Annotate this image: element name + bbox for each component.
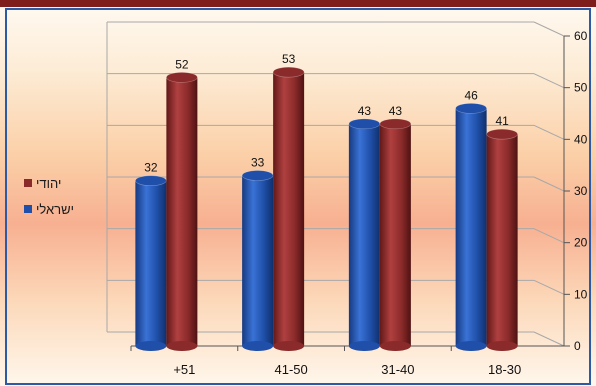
bar-top — [135, 175, 167, 186]
y-tick-label: 10 — [574, 287, 588, 301]
y-tick-label: 30 — [574, 184, 588, 198]
y-tick-label: 0 — [574, 339, 581, 353]
gridline-depth — [533, 331, 565, 347]
legend-swatch-series-1 — [24, 205, 32, 213]
bar-base — [348, 341, 380, 351]
data-label: 43 — [358, 104, 372, 118]
bar-top — [241, 170, 274, 181]
x-tick-label: 18-30 — [488, 362, 521, 377]
bar-body — [486, 134, 518, 346]
bar-base — [242, 341, 274, 351]
x-tick-label: 31-40 — [381, 362, 414, 377]
gridline-depth — [533, 73, 565, 89]
bar-base — [379, 341, 411, 351]
bar — [486, 128, 518, 351]
y-tick-label: 50 — [574, 81, 588, 95]
y-tick-label: 60 — [574, 29, 588, 43]
bar-top — [166, 72, 198, 83]
bar-top — [455, 103, 487, 114]
bar — [241, 170, 274, 351]
bar-body — [379, 123, 411, 346]
bar-body — [242, 175, 274, 346]
legend-label-series-1: ישראלי — [36, 202, 74, 217]
legend-swatch-series-2 — [24, 179, 32, 187]
bar-body — [166, 77, 198, 346]
bar — [135, 175, 167, 351]
data-label: 52 — [175, 57, 189, 71]
bar-body — [348, 123, 380, 346]
legend-label-series-2: יהודי — [36, 176, 62, 191]
bar — [379, 118, 412, 351]
data-label: 43 — [389, 104, 403, 118]
data-labels: 32 52 33 53 43 43 46 41 — [144, 52, 509, 175]
bar-base — [486, 341, 518, 351]
bar-body — [455, 108, 487, 346]
bar-base — [166, 341, 198, 351]
bar-top — [272, 66, 305, 78]
data-label: 32 — [144, 161, 158, 175]
y-axis: 0 10 20 30 40 50 60 — [563, 29, 588, 353]
data-label: 46 — [464, 88, 478, 102]
bar — [455, 103, 487, 351]
bar-top — [348, 118, 381, 130]
data-label: 33 — [251, 156, 265, 170]
x-tick-label: 41-50 — [275, 362, 308, 377]
gridline-depth — [533, 279, 565, 295]
x-tick-label: +51 — [173, 362, 195, 377]
data-label: 41 — [495, 114, 509, 128]
bar-body — [135, 180, 167, 346]
x-axis: +51 41-50 31-40 18-30 — [130, 345, 564, 377]
gridline-depth — [533, 228, 565, 244]
bar-base — [273, 341, 305, 351]
gridline-depth — [533, 176, 565, 192]
gridline-depth — [533, 124, 565, 140]
bar — [166, 72, 198, 351]
bar-body — [273, 72, 305, 347]
bars — [135, 66, 518, 351]
bar — [272, 66, 305, 351]
gridline-depth — [533, 21, 565, 37]
bar-base — [135, 341, 167, 351]
chart-border — [5, 8, 591, 385]
top-band — [0, 0, 596, 7]
y-tick-label: 40 — [574, 132, 588, 146]
data-label: 53 — [282, 52, 296, 66]
bar — [348, 118, 381, 351]
bar-top — [379, 118, 412, 130]
y-tick-label: 20 — [574, 236, 588, 250]
bar-base — [455, 341, 487, 351]
bar-top — [486, 128, 518, 140]
